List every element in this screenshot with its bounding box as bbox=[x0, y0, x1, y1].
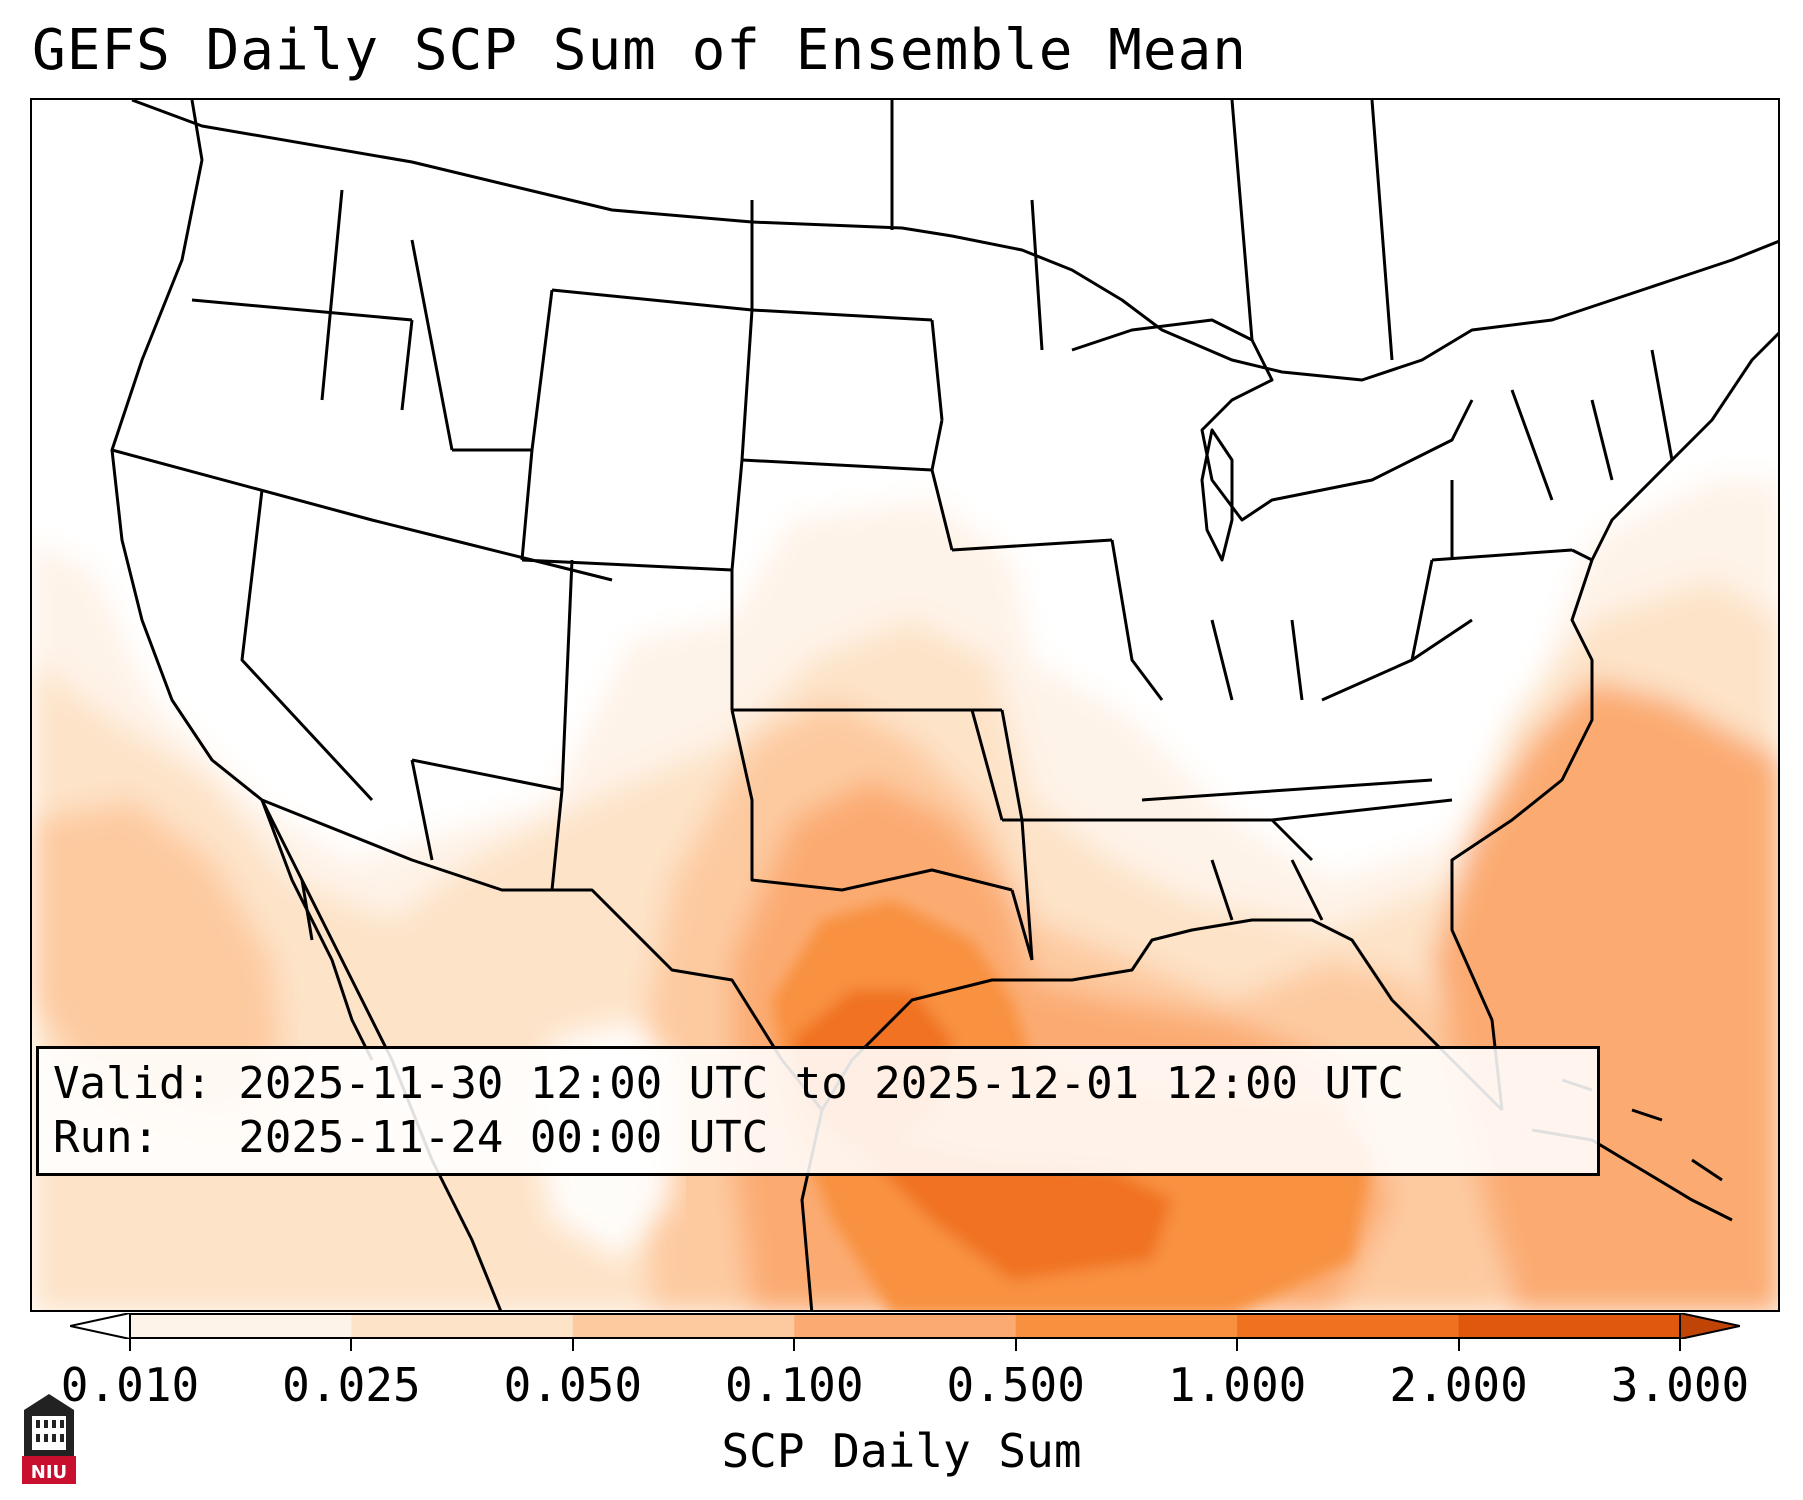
baja-peninsula bbox=[260, 799, 374, 1061]
canada-us-border bbox=[131, 100, 1778, 382]
colorbar-tick-label: 3.000 bbox=[1610, 1358, 1750, 1412]
colorbar-bin bbox=[794, 1313, 1017, 1339]
colorbar-bin bbox=[1237, 1313, 1460, 1339]
colorbar-tick bbox=[350, 1339, 353, 1351]
political-boundaries bbox=[110, 100, 1778, 1310]
colorbar-tick-label: 0.500 bbox=[946, 1358, 1085, 1412]
colorbar-extend-max bbox=[1679, 1313, 1740, 1339]
colorbar-tick bbox=[571, 1339, 574, 1351]
valid-time-box: Valid: 2025-11-30 12:00 UTC to 2025-12-0… bbox=[36, 1046, 1600, 1176]
us-west-coast bbox=[110, 100, 314, 941]
colorbar-tick-label: 0.100 bbox=[725, 1358, 864, 1412]
colorbar-tick bbox=[1014, 1339, 1017, 1351]
colorbar-tick-label: 1.000 bbox=[1167, 1358, 1307, 1412]
scp-band-pacific bbox=[32, 800, 282, 1120]
colorbar-tick bbox=[1679, 1339, 1681, 1351]
colorbar-bin bbox=[130, 1313, 352, 1339]
great-lakes bbox=[1071, 318, 1474, 522]
state-lines bbox=[111, 100, 1674, 961]
niu-seal-icon: NIU bbox=[22, 1394, 76, 1484]
logo-text: NIU bbox=[31, 1462, 67, 1483]
run-line: Run: 2025-11-24 00:00 UTC bbox=[53, 1112, 769, 1163]
colorbar-tick bbox=[793, 1339, 796, 1351]
lake-michigan bbox=[1200, 428, 1234, 562]
colorbar-tick bbox=[1236, 1339, 1239, 1351]
colorbar-tick-label: 0.050 bbox=[503, 1358, 643, 1412]
colorbar-tick-label: 0.010 bbox=[60, 1358, 200, 1412]
gulf-coast bbox=[820, 918, 1504, 1112]
colorbar bbox=[70, 1313, 1740, 1339]
colorbar-bin bbox=[351, 1313, 574, 1339]
colorbar-bin bbox=[1015, 1313, 1238, 1339]
colorbar-outline bbox=[129, 1313, 1681, 1339]
scp-field bbox=[32, 480, 1778, 1310]
colorbar-tick bbox=[1457, 1339, 1460, 1351]
colorbar-bin bbox=[572, 1313, 795, 1339]
page-title: GEFS Daily SCP Sum of Ensemble Mean bbox=[32, 18, 1248, 83]
valid-line: Valid: 2025-11-30 12:00 UTC to 2025-12-0… bbox=[53, 1058, 1405, 1109]
colorbar-tick-label: 2.000 bbox=[1389, 1358, 1528, 1412]
atlantic-coast bbox=[1450, 331, 1778, 1111]
colorbar-tick-label: 0.025 bbox=[282, 1358, 421, 1412]
colorbar-bin bbox=[1458, 1313, 1681, 1339]
colorbar-extend-min bbox=[70, 1313, 131, 1339]
colorbar-tick bbox=[129, 1339, 131, 1351]
colorbar-title: SCP Daily Sum bbox=[721, 1424, 1082, 1478]
